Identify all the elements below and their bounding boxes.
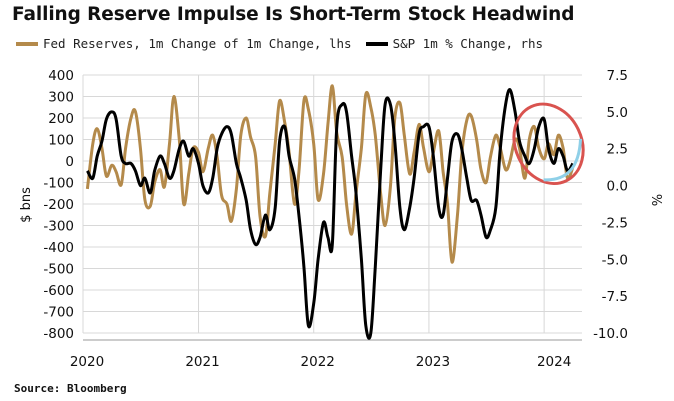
left-axis-ticks: 400 300 200 100 0 -100 -200 -300 -400 -500 -600 -70…	[43, 68, 74, 342]
legend-swatch-spx	[365, 41, 388, 46]
left-tick-label: 300	[48, 90, 74, 106]
right-axis-ticks: 7.5 5.0 2.5 0.0 -2.5 -5.0 -7.5 -10.0	[593, 68, 628, 342]
left-tick-label: -800	[43, 326, 74, 342]
left-tick-label: -100	[43, 176, 74, 192]
highlight-ellipse	[512, 102, 585, 185]
left-tick-label: 0	[65, 154, 74, 170]
right-tick-label: -7.5	[602, 289, 628, 305]
x-tick-label: 2023	[416, 354, 450, 370]
left-tick-label: -300	[43, 219, 74, 235]
right-tick-label: 2.5	[607, 142, 628, 158]
right-axis-label: %	[648, 194, 663, 206]
legend-label-fed: Fed Reserves, 1m Change of 1m Change, lh…	[43, 36, 352, 51]
series-lines	[85, 84, 575, 340]
left-tick-label: -200	[43, 197, 74, 213]
x-tick-label: 2020	[70, 354, 104, 370]
legend-entry-fed: Fed Reserves, 1m Change of 1m Change, lh…	[16, 36, 352, 51]
right-tick-label: 7.5	[607, 68, 628, 84]
left-tick-label: -600	[43, 283, 74, 299]
x-tick-label: 2021	[185, 354, 219, 370]
x-axis-ticks: 2020 2021 2022 2023 2024	[70, 354, 571, 370]
right-tick-label: 5.0	[607, 105, 628, 121]
series-line-fed-reserves	[85, 84, 575, 264]
legend: Fed Reserves, 1m Change of 1m Change, lh…	[16, 36, 557, 51]
left-tick-label: -500	[43, 262, 74, 278]
highlight-ellipse-red	[512, 102, 585, 185]
series-line-spx	[86, 88, 575, 340]
legend-swatch-fed	[16, 41, 38, 46]
left-tick-label: 400	[48, 68, 74, 84]
right-tick-label: -5.0	[602, 252, 628, 268]
left-axis-label: $ bns	[19, 187, 34, 223]
left-tick-label: -400	[43, 240, 74, 256]
highlight-ellipse-blue	[543, 138, 583, 182]
left-tick-label: 200	[48, 111, 74, 127]
right-tick-label: 0.0	[607, 179, 628, 195]
legend-label-spx: S&P 1m % Change, rhs	[392, 36, 544, 51]
right-tick-label: -10.0	[593, 326, 628, 342]
x-tick-label: 2024	[537, 354, 571, 370]
legend-entry-spx: S&P 1m % Change, rhs	[365, 36, 544, 51]
source-note: Source: Bloomberg	[14, 382, 127, 395]
chart-title: Falling Reserve Impulse Is Short-Term St…	[12, 4, 575, 25]
left-tick-label: -700	[43, 305, 74, 321]
right-tick-label: -2.5	[602, 215, 628, 231]
left-tick-label: 100	[48, 133, 74, 149]
x-tick-label: 2022	[301, 354, 335, 370]
